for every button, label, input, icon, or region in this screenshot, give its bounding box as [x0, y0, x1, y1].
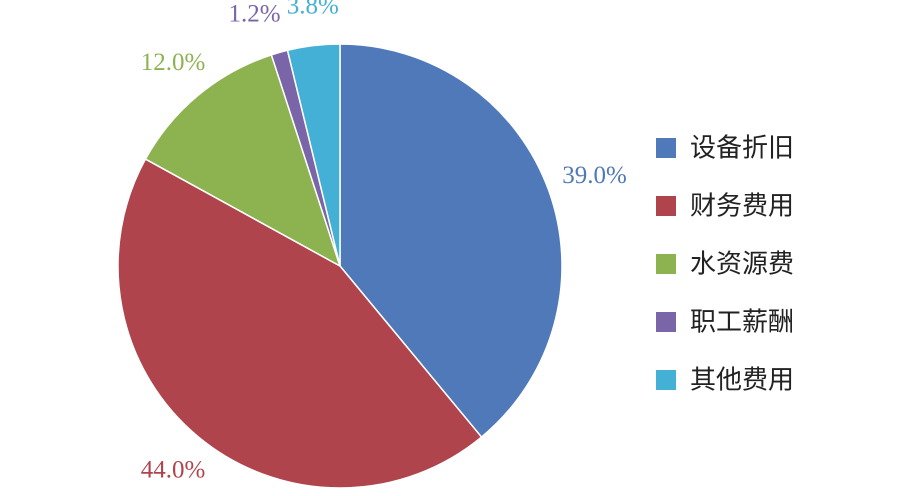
legend-swatch-2: [656, 196, 676, 216]
legend-swatch-4: [656, 312, 676, 332]
legend-label-1: 设备折旧: [690, 134, 794, 164]
legend-label-4: 职工薪酬: [690, 308, 794, 338]
pie-slice-5: [286, 43, 341, 267]
slice-value-label-2: 44.0%: [141, 457, 206, 484]
legend-swatch-5: [656, 370, 676, 390]
legend-label-5: 其他费用: [690, 366, 794, 396]
slice-value-label-3: 12.0%: [141, 49, 206, 76]
legend-label-2: 财务费用: [690, 192, 794, 222]
pie-slice-1: [339, 43, 563, 439]
slice-value-label-1: 39.0%: [562, 162, 627, 189]
pie-slice-3: [144, 53, 342, 268]
slice-value-label-5: 3.8%: [287, 0, 339, 20]
legend-label-3: 水资源费: [690, 250, 794, 280]
legend-swatch-1: [656, 138, 676, 158]
pie-slice-2: [117, 158, 483, 489]
legend-swatch-3: [656, 254, 676, 274]
slice-value-label-4: 1.2%: [228, 1, 280, 28]
